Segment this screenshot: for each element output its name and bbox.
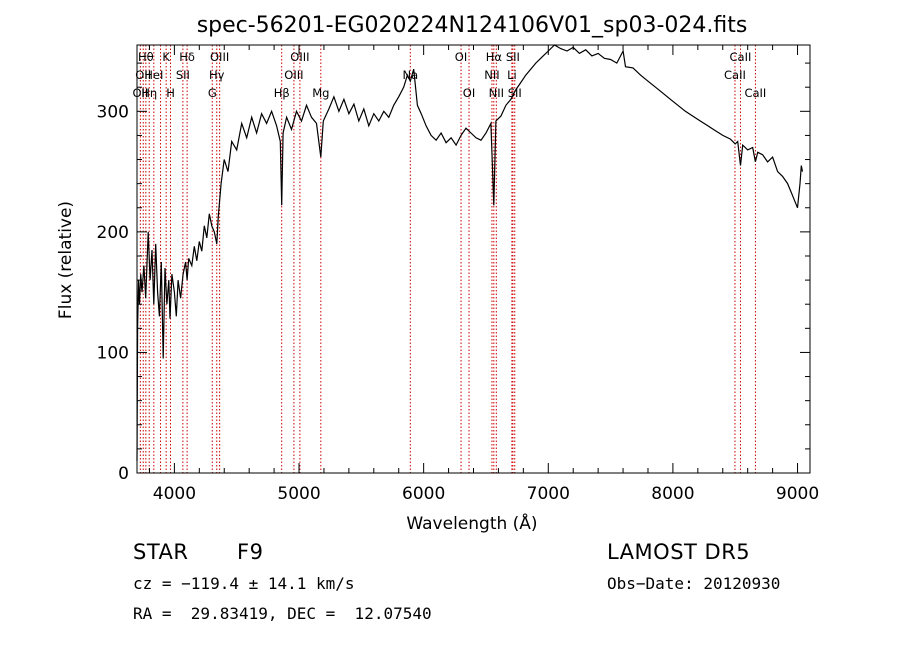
x-tick-label: 6000	[402, 484, 445, 504]
line-marker-label: Hη	[141, 86, 157, 100]
x-tick-label: 4000	[153, 484, 196, 504]
spectrum-line	[136, 44, 804, 461]
x-tick-label: 5000	[277, 484, 320, 504]
line-marker-label: Hθ	[138, 50, 154, 64]
line-marker-label: OI	[463, 86, 475, 100]
line-marker-label: Hα	[486, 50, 503, 64]
line-marker-label: Mg	[312, 86, 329, 100]
line-marker-label: Li	[507, 68, 517, 82]
object-subclass: F9	[237, 540, 264, 564]
line-marker-label: K	[162, 50, 170, 64]
line-marker-label: Hδ	[179, 50, 195, 64]
line-marker-label: SII	[176, 68, 190, 82]
line-marker-label: CaII	[724, 68, 746, 82]
line-marker-label: OIII	[210, 50, 229, 64]
line-marker-label: NII	[489, 86, 504, 100]
survey-name: LAMOST DR5	[607, 540, 751, 564]
x-tick-label: 9000	[776, 484, 819, 504]
observation-date: Obs−Date: 20120930	[607, 574, 781, 593]
object-class: STAR	[133, 540, 189, 564]
y-axis: 0 100 200 300	[97, 62, 810, 484]
y-tick-label: 200	[97, 223, 129, 243]
line-marker-label: CaII	[744, 86, 766, 100]
spectral-line-markers	[139, 45, 756, 473]
spectral-line-labels: OIIOIIHθHηHeIKHSIIHδGHγOIIIHβOIIIOIIIMgN…	[132, 50, 766, 100]
line-marker-label: Hγ	[209, 68, 225, 82]
x-axis: 4000 5000 6000 7000 8000 9000	[148, 45, 819, 504]
x-tick-label: 7000	[527, 484, 570, 504]
line-marker-label: SII	[506, 50, 520, 64]
line-marker-label: G	[208, 86, 217, 100]
y-tick-label: 100	[97, 343, 129, 363]
radial-velocity: cz = −119.4 ± 14.1 km/s	[133, 574, 355, 593]
line-marker-label: OII	[132, 86, 148, 100]
line-marker-label: OI	[455, 50, 467, 64]
coordinates: RA = 29.83419, DEC = 12.07540	[133, 604, 432, 623]
line-marker-label: OIII	[284, 68, 303, 82]
y-axis-label: Flux (relative)	[56, 201, 76, 319]
y-tick-label: 300	[97, 102, 129, 122]
line-marker-label: CaII	[730, 50, 752, 64]
x-tick-label: 8000	[651, 484, 694, 504]
line-marker-label: OII	[135, 68, 151, 82]
chart-title: spec-56201-EG020224N124106V01_sp03-024.f…	[197, 13, 748, 38]
x-axis-label: Wavelength (Å)	[406, 512, 537, 534]
plot-frame	[136, 44, 811, 474]
line-marker-label: HeI	[144, 68, 163, 82]
line-marker-label: Hβ	[274, 86, 290, 100]
line-marker-label: H	[166, 86, 175, 100]
line-marker-label: OIII	[290, 50, 309, 64]
y-tick-label: 0	[118, 464, 129, 484]
line-marker-label: NII	[484, 68, 499, 82]
